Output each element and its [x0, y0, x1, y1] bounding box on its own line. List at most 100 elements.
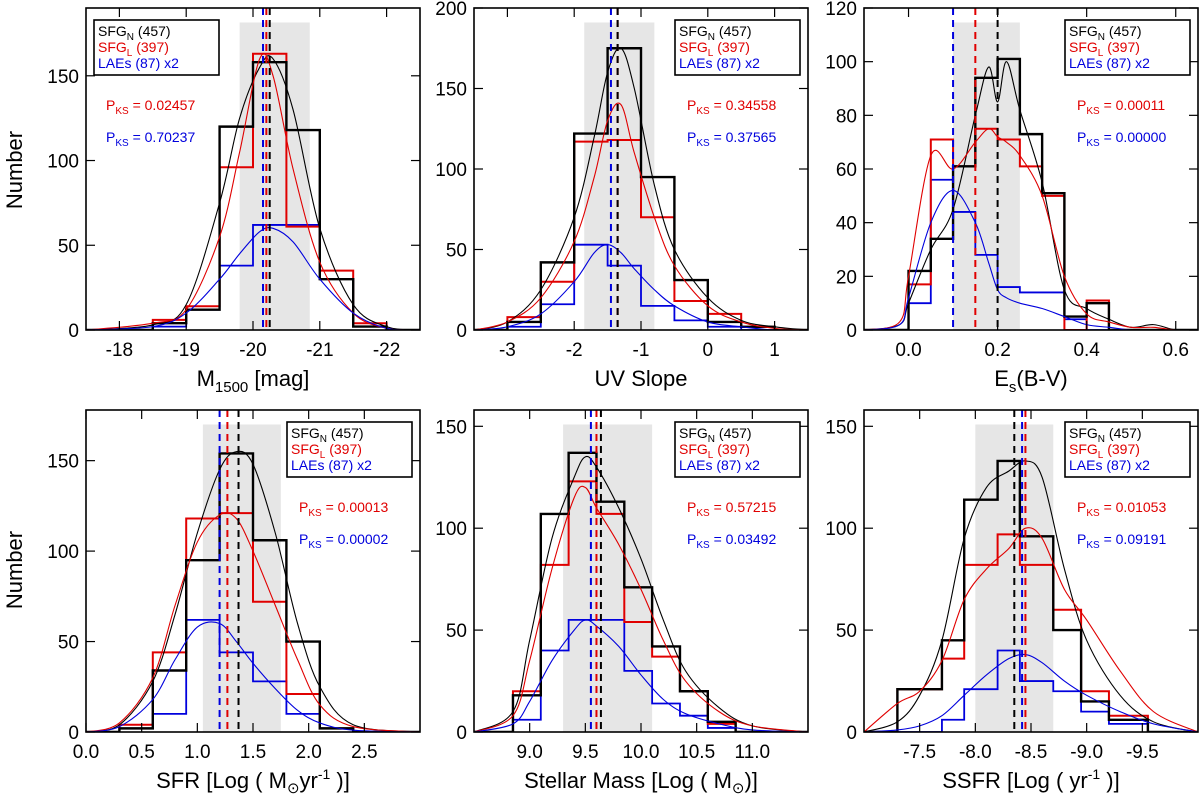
pks-lae: PKS = 0.00000: [1077, 129, 1166, 149]
x-tick-label: 0.0: [895, 340, 921, 361]
pks-lae: PKS = 0.03492: [687, 531, 776, 551]
x-tick-label: 10.5: [678, 742, 715, 763]
x-axis-label: UV Slope: [595, 366, 688, 391]
kde-curve-laes: [474, 619, 808, 732]
legend-lae: LAEs (87) x2: [291, 457, 372, 473]
x-tick-label: -21: [306, 340, 333, 361]
y-tick-label: 40: [836, 214, 857, 235]
x-axis-label-text: E: [994, 366, 1009, 391]
median-range-band: [239, 22, 310, 330]
x-axis-label: Stellar Mass [Log ( M⊙)]: [524, 768, 758, 797]
x-tick-label: 0.5: [128, 742, 154, 763]
x-tick-label: 1.0: [184, 742, 210, 763]
y-tick-label: 120: [825, 0, 857, 20]
kde-curve-laes: [474, 244, 808, 330]
x-axis-label-exponent: -1: [318, 766, 331, 782]
legend-box: [286, 421, 413, 478]
x-tick-label: -18: [106, 340, 133, 361]
x-tick-label: 0.6: [1163, 340, 1189, 361]
legend-lae: LAEs (87) x2: [1069, 457, 1150, 473]
legend-sfgl: SFGL (397): [679, 441, 750, 461]
sun-symbol: ⊙: [287, 780, 300, 797]
legend-box: [674, 421, 801, 478]
kde-curve-laes: [86, 621, 420, 732]
median-range-band: [202, 424, 281, 732]
y-tick-label: 150: [435, 80, 467, 101]
x-axis-label-close: )]: [744, 768, 757, 793]
legend: SFGN (457)SFGL (397)LAEs (87) x2: [286, 421, 413, 478]
y-tick-label: 50: [58, 236, 79, 257]
kde-curve-sfgl: [474, 102, 808, 330]
y-tick-label: 20: [836, 267, 857, 288]
y-tick-label: 0: [68, 321, 79, 342]
median-range-band: [953, 22, 1020, 330]
histogram-sfgn: [474, 47, 808, 330]
pks-sfgl: PKS = 0.02457: [106, 97, 195, 117]
kde-curve-sfgl: [86, 512, 420, 732]
x-tick-label: 9.0: [516, 742, 542, 763]
x-axis-label-text: M: [197, 366, 215, 391]
panel-mass: 9.0 9.5 10.0 10.5 11.0 0 50 100 150 Stellar Mass …: [435, 409, 809, 797]
x-axis-label: SSFR [Log ( yr-1 )]: [942, 766, 1120, 793]
x-axis-label-exponent: -1: [1088, 766, 1101, 782]
y-axis-label-bottom: Number: [2, 531, 27, 609]
legend-sfgl: SFGL (397): [98, 39, 169, 59]
x-axis-label-text: UV Slope: [595, 366, 688, 391]
x-axis-label-rest: [mag]: [248, 366, 309, 391]
x-tick-label: -22: [373, 340, 400, 361]
y-tick-label: 150: [435, 417, 467, 438]
pks-lae: PKS = 0.09191: [1077, 531, 1166, 551]
legend-lae: LAEs (87) x2: [98, 55, 179, 71]
legend-sfgl: SFGL (397): [679, 39, 750, 59]
x-tick-label: 0: [703, 340, 714, 361]
y-tick-label: 60: [836, 160, 857, 181]
panel-ssfr: -7.5 -8.0 -8.5 -9.0 -9.5 0 50 100 150 SSFR [Log (…: [825, 409, 1199, 793]
x-tick-label: -2: [566, 340, 583, 361]
x-axis-label-unit: yr: [300, 768, 318, 793]
x-tick-label: -20: [239, 340, 266, 361]
x-tick-label: 11.0: [735, 742, 771, 763]
x-tick-label: -8.5: [1015, 742, 1048, 763]
x-tick-label: -9.0: [1070, 742, 1103, 763]
y-tick-label: 100: [47, 152, 79, 173]
y-tick-label: 100: [825, 519, 857, 540]
x-axis-label-text: SFR [Log ( M: [156, 768, 287, 793]
plot-area: [474, 8, 808, 330]
x-tick-label: 0.2: [984, 340, 1010, 361]
legend-sfgn: SFGN (457): [98, 23, 171, 43]
panel-ebv: 0.0 0.2 0.4 0.6 0 20 40 60 80 100 120 Es(B-V) SFGN (…: [825, 0, 1199, 396]
x-axis-label-subscript: s: [1009, 379, 1017, 396]
histogram-sfgl: [864, 127, 1198, 330]
kde-curve-sfgn: [86, 450, 420, 732]
pks-sfgl: PKS = 0.00013: [299, 499, 388, 519]
y-axis-label-top: Number: [2, 131, 27, 209]
y-tick-label: 150: [47, 67, 79, 88]
plot-area: [86, 410, 420, 732]
x-axis-label-text: SSFR [Log ( yr: [942, 768, 1087, 793]
histogram-sfgn: [864, 459, 1198, 732]
legend-sfgn: SFGN (457): [1069, 23, 1142, 43]
legend-box: [1064, 421, 1191, 478]
x-axis-label: SFR [Log ( M⊙yr-1 )]: [156, 766, 350, 797]
kde-curve-sfgl: [864, 128, 1198, 330]
x-tick-label: 0.4: [1073, 340, 1100, 361]
y-tick-label: 0: [846, 723, 857, 744]
pks-sfgl: PKS = 0.01053: [1077, 499, 1166, 519]
histogram-laes: [864, 178, 1198, 330]
x-axis-label-close: )]: [1100, 768, 1120, 793]
y-tick-label: 100: [825, 53, 857, 74]
x-tick-label: 1: [769, 340, 780, 361]
legend: SFGN (457)SFGL (397)LAEs (87) x2: [93, 19, 220, 76]
histogram-laes: [864, 649, 1198, 732]
plot-area: [864, 8, 1198, 330]
kde-curve-sfgl: [474, 485, 808, 732]
legend-box: [93, 19, 220, 76]
x-tick-label: -9.5: [1126, 742, 1159, 763]
x-tick-label: 2.5: [351, 742, 377, 763]
kde-curve-sfgl: [864, 527, 1198, 732]
legend-sfgl: SFGL (397): [1069, 39, 1140, 59]
plot-area: [864, 410, 1198, 732]
histogram-sfgn: [86, 452, 420, 732]
legend-lae: LAEs (87) x2: [679, 457, 760, 473]
